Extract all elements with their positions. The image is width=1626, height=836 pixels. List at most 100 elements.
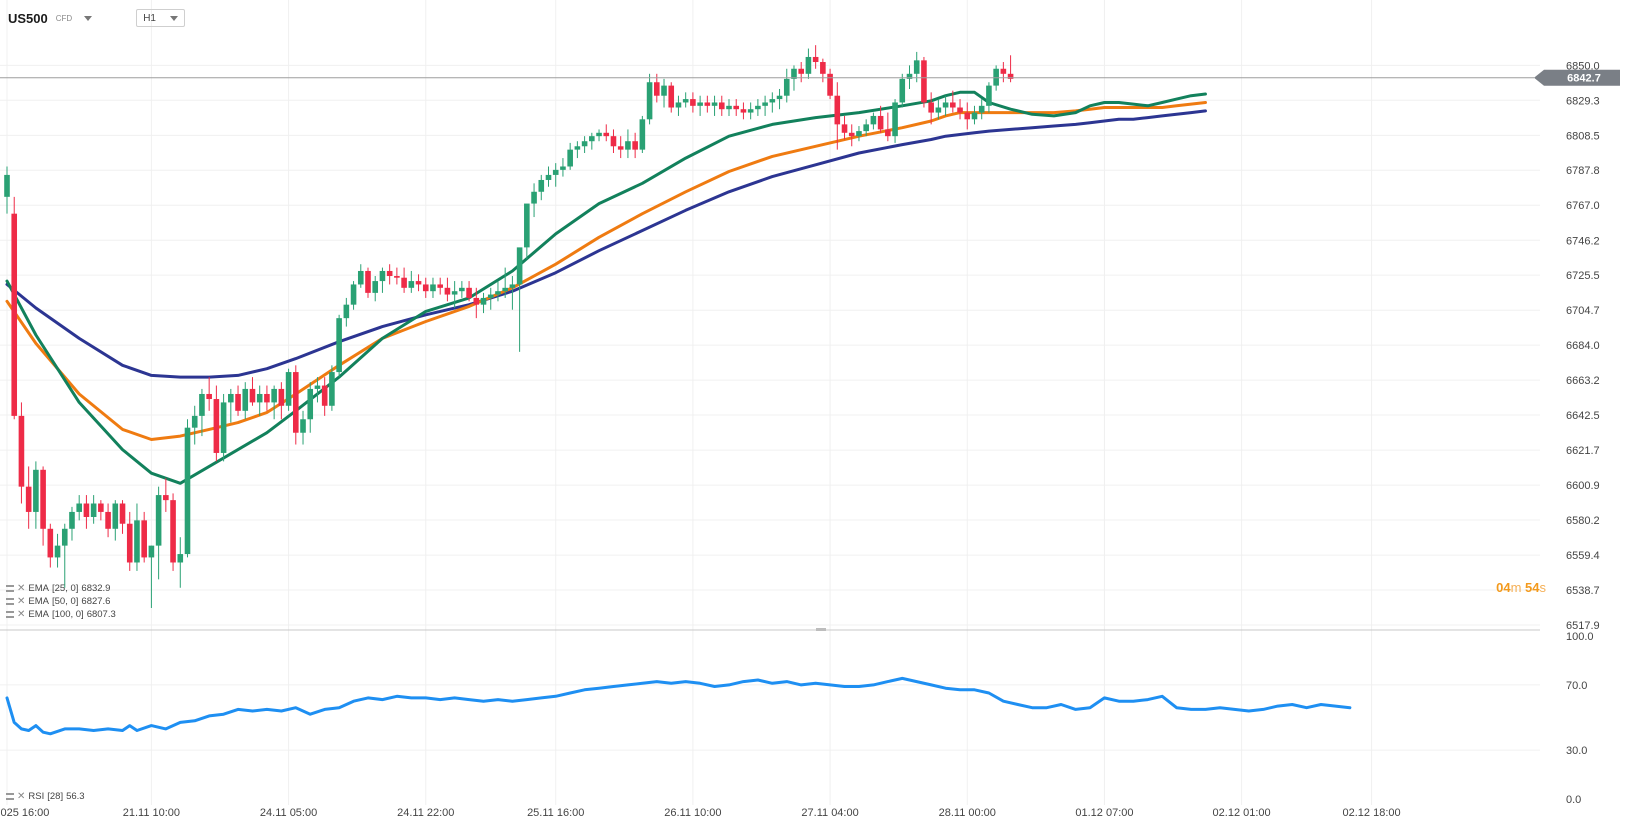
x-tick-label: 28.11 00:00 (939, 807, 996, 819)
candle-body (4, 174, 10, 197)
candle-body (40, 469, 46, 529)
candle-body (892, 102, 898, 137)
candle-body (271, 388, 277, 403)
symbol-label[interactable]: US500 (8, 10, 48, 26)
indicator-label: EMA (28, 596, 49, 607)
candle-body (509, 284, 516, 288)
candle-body (913, 60, 920, 74)
candle-body (401, 277, 407, 288)
remove-icon[interactable]: ✕ (17, 596, 26, 607)
candle-body (762, 102, 768, 106)
candle-body (155, 495, 162, 546)
candle-body (357, 270, 364, 285)
x-tick-label: 26.11 10:00 (664, 807, 721, 819)
remove-icon[interactable]: ✕ (17, 609, 26, 620)
candle-body (126, 523, 133, 563)
ema100-line (5, 109, 1207, 379)
candle-body (213, 399, 220, 453)
candle-body (502, 287, 508, 292)
y-tick-label: 6725.5 (1566, 270, 1600, 282)
y-tick-label: 6538.7 (1566, 585, 1600, 597)
candle-body (711, 102, 718, 106)
drag-handle-icon[interactable] (6, 598, 14, 605)
candle-body (971, 112, 978, 120)
candle-body (379, 270, 386, 282)
candle-body (870, 115, 877, 125)
candle-body (848, 132, 855, 137)
candle-body (430, 284, 436, 292)
candle-body (516, 247, 523, 285)
candle-body (105, 511, 111, 529)
candle-body (459, 287, 465, 292)
x-tick-label: 02.12 01:00 (1213, 807, 1271, 819)
indicator-value: 56.3 (66, 791, 85, 802)
candle-body (805, 56, 812, 74)
candle-body (350, 284, 357, 305)
indicator-params: [50, 0] (51, 596, 79, 607)
rsi-legend[interactable]: ✕ RSI [28] 56.3 (6, 791, 85, 802)
candle-body (394, 276, 400, 278)
indicator-label: EMA (28, 609, 49, 620)
candle-body (812, 56, 819, 63)
candle-body (141, 520, 147, 558)
candle-body (863, 124, 869, 132)
drag-handle-icon[interactable] (6, 585, 14, 592)
candle-body (98, 503, 104, 512)
pane-resize-handle (816, 628, 826, 631)
candle-body (524, 203, 530, 248)
candle-body (415, 281, 422, 285)
candle-body (293, 372, 299, 433)
candle-body (726, 105, 732, 110)
candle-body (639, 119, 646, 150)
indicator-value: 6827.6 (81, 596, 111, 607)
candle-body (993, 68, 999, 86)
ema100-legend[interactable]: ✕ EMA [100, 0] 6807.3 (6, 609, 116, 620)
y-tick-label: 6684.0 (1566, 340, 1600, 352)
candle-body (885, 129, 891, 137)
candle-body (877, 115, 884, 130)
y-tick-label: 6808.5 (1566, 130, 1600, 142)
candles (4, 45, 1014, 608)
top-bar: US500 CFD H1 (8, 8, 185, 28)
candle-body (740, 109, 747, 113)
rsi-y-tick-label: 100.0 (1566, 631, 1594, 643)
candle-body (942, 102, 949, 108)
candle-body (545, 174, 552, 180)
timeframe-select[interactable]: H1 (136, 9, 185, 27)
drag-handle-icon[interactable] (6, 793, 14, 800)
ema50-legend[interactable]: ✕ EMA [50, 0] 6827.6 (6, 596, 110, 607)
x-tick-label: 20.11.2025 16:00 (0, 807, 49, 819)
countdown-minutes-unit: m (1510, 580, 1522, 595)
candle-body (422, 284, 429, 292)
candle-body (343, 304, 350, 319)
remove-icon[interactable]: ✕ (17, 583, 26, 594)
y-tick-label: 6642.5 (1566, 410, 1600, 422)
y-tick-label: 6767.0 (1566, 200, 1600, 212)
candle-body (791, 68, 797, 79)
indicator-label: EMA (28, 583, 49, 594)
candle-body (444, 287, 451, 295)
candle-body (827, 73, 833, 96)
remove-icon[interactable]: ✕ (17, 791, 26, 802)
candle-body (90, 503, 97, 517)
candle-body (589, 136, 595, 142)
candle-body (964, 112, 971, 120)
indicator-params: [100, 0] (51, 609, 84, 620)
drag-handle-icon[interactable] (6, 611, 14, 618)
candle-body (307, 388, 314, 420)
candle-body (935, 107, 942, 113)
ema25-legend[interactable]: ✕ EMA [25, 0] 6832.9 (6, 583, 110, 594)
candle-body (300, 419, 306, 433)
symbol-dropdown-chevron-icon[interactable] (84, 15, 93, 21)
candle-body (957, 107, 963, 113)
y-tick-label: 6850.0 (1566, 60, 1600, 72)
symbol-type: CFD (55, 13, 73, 23)
candle-body (625, 141, 631, 150)
indicator-value: 6832.9 (81, 583, 111, 594)
candle-body (978, 105, 985, 113)
candle-body (798, 68, 804, 74)
candle-body (47, 528, 54, 558)
y-tick-label: 6580.2 (1566, 515, 1600, 527)
